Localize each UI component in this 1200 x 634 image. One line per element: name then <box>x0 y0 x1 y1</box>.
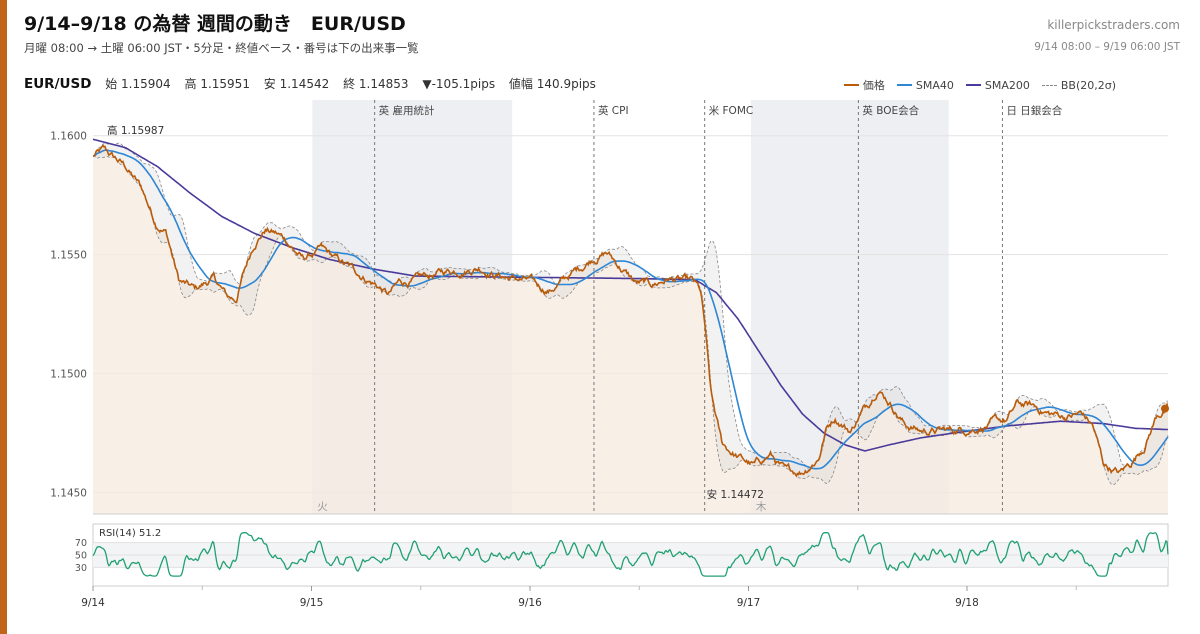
stat-close: 終 1.14853 <box>343 77 409 91</box>
accent-bar <box>0 0 7 634</box>
event-label: 米 FOMC <box>709 104 754 117</box>
x-tick-label: 9/15 <box>300 597 324 609</box>
page-subtitle: 月曜 08:00 → 土曜 06:00 JST・5分足・終値ベース・番号は下の出… <box>24 41 419 55</box>
stat-change: ▼-105.1pips <box>422 77 496 91</box>
low-annotation: 安 1.14472 <box>707 488 764 501</box>
bb-lower-line <box>92 155 1169 486</box>
event-label: 英 BOE会合 <box>862 104 919 117</box>
date-range: 9/14 08:00 – 9/19 06:00 JST <box>1034 41 1180 53</box>
day-label: 火 <box>317 501 328 513</box>
y-tick-label: 1.1450 <box>50 488 87 500</box>
sma200-line <box>92 138 1168 452</box>
legend-item-sma200: SMA200 <box>965 79 1030 92</box>
stats-bar: EUR/USD 始 1.15904 高 1.15951 安 1.14542 終 … <box>24 75 606 92</box>
x-tick-label: 9/17 <box>737 597 761 609</box>
price-area-fill <box>93 145 1168 514</box>
high-annotation: 高 1.15987 <box>107 124 164 137</box>
stat-open: 始 1.15904 <box>105 77 171 91</box>
y-tick-label: 1.1600 <box>50 131 87 143</box>
symbol-label: EUR/USD <box>24 76 92 92</box>
page-title: 9/14–9/18 の為替 週間の動き EUR/USD <box>24 13 406 35</box>
y-tick-label: 1.1550 <box>50 250 87 262</box>
bb-upper-line <box>92 142 1169 471</box>
y-tick-label: 1.1500 <box>50 369 87 381</box>
event-label: 英 雇用統計 <box>379 104 435 117</box>
x-tick-label: 9/14 <box>81 597 105 609</box>
rsi-label: RSI(14) 51.2 <box>99 528 161 539</box>
event-label: 日 日銀会合 <box>1006 104 1062 117</box>
stat-high: 高 1.15951 <box>184 77 250 91</box>
rsi-tick-label: 50 <box>75 551 87 562</box>
chart-legend: 価格 SMA40 SMA200 BB(20,2σ) <box>832 77 1116 93</box>
sma40-line <box>92 149 1169 470</box>
legend-item-bb: BB(20,2σ) <box>1041 79 1116 92</box>
brand-label: killerpickstraders.com <box>1047 18 1180 32</box>
x-tick-label: 9/16 <box>518 597 542 609</box>
stat-low: 安 1.14542 <box>263 77 330 91</box>
event-label: 英 CPI <box>598 104 629 117</box>
stat-range: 値幅 140.9pips <box>508 77 596 91</box>
day-label: 木 <box>756 501 767 513</box>
legend-item-price: 価格 <box>843 77 885 93</box>
price-line <box>92 144 1169 478</box>
rsi-tick-label: 70 <box>75 538 87 549</box>
legend-item-sma40: SMA40 <box>896 79 954 92</box>
last-price-dot <box>1161 404 1169 413</box>
bb-band-fill <box>93 143 1168 485</box>
rsi-line <box>92 532 1169 577</box>
rsi-tick-label: 30 <box>75 563 87 574</box>
x-tick-label: 9/18 <box>955 597 979 609</box>
